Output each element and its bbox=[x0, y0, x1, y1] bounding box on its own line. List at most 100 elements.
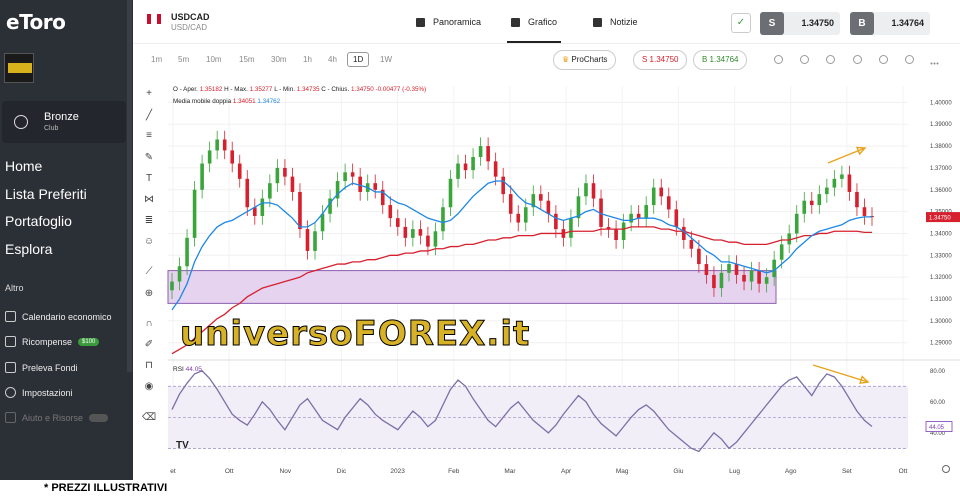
timeframe-5m[interactable]: 5m bbox=[178, 55, 190, 64]
chart-settings-icon bbox=[942, 465, 950, 473]
candle-body bbox=[614, 229, 618, 241]
timeframe-30m[interactable]: 30m bbox=[271, 55, 287, 64]
zoom-tool-icon[interactable]: ⊕ bbox=[144, 288, 154, 299]
timeframe-1m[interactable]: 1m bbox=[151, 55, 163, 64]
timeframe-4h[interactable]: 4h bbox=[328, 55, 337, 64]
lock-icon[interactable]: ⊓ bbox=[145, 360, 153, 371]
watchlist-check-button[interactable]: ✓ bbox=[731, 13, 751, 33]
magnet-tool-icon[interactable]: ∩ bbox=[145, 318, 153, 329]
sub-item-help[interactable]: Aiuto e Risorse new bbox=[5, 412, 109, 423]
price-axis-label: 1.39000 bbox=[930, 122, 952, 128]
news-icon bbox=[593, 17, 602, 27]
candle-body bbox=[185, 237, 189, 267]
lock-drawing-icon[interactable]: ✐ bbox=[144, 339, 154, 350]
horizontal-lines-tool-icon[interactable]: ≡ bbox=[146, 130, 152, 141]
candle-body bbox=[215, 139, 219, 151]
avatar[interactable] bbox=[4, 53, 34, 83]
fib-tool-icon[interactable]: ≣ bbox=[144, 215, 154, 226]
sub-label: Calendario economico bbox=[22, 311, 112, 322]
price-axis-label: 1.33000 bbox=[930, 253, 952, 259]
ruler-tool-icon[interactable]: ⟋ bbox=[145, 266, 153, 277]
share-icon[interactable] bbox=[905, 55, 914, 64]
etoro-logo[interactable]: eToro bbox=[6, 10, 66, 34]
price-divergence-arrow-head bbox=[855, 146, 867, 156]
candle-body bbox=[749, 270, 754, 282]
price-axis-label: 1.32000 bbox=[930, 275, 952, 281]
visibility-icon[interactable]: ◉ bbox=[144, 381, 154, 392]
sub-item-withdraw[interactable]: Preleva Fondi bbox=[5, 362, 78, 373]
indicator-icon[interactable] bbox=[800, 55, 809, 64]
trendline-tool-icon[interactable]: ╱ bbox=[145, 110, 153, 121]
text-tool-icon[interactable]: T bbox=[145, 173, 153, 184]
candle-body bbox=[629, 213, 633, 223]
club-name: Bronze bbox=[44, 111, 79, 123]
sell-button[interactable]: S 1.34750 bbox=[633, 50, 688, 70]
candle-body bbox=[222, 139, 227, 151]
candle-body bbox=[471, 156, 475, 171]
time-axis-label: Mag bbox=[616, 468, 629, 475]
nav-watchlist[interactable]: Lista Preferiti bbox=[5, 186, 87, 202]
add-icon[interactable] bbox=[879, 55, 888, 64]
club-card[interactable]: Bronze Club bbox=[2, 101, 126, 143]
open-value: 1.35182 bbox=[199, 86, 223, 93]
timeframe-1d[interactable]: 1D bbox=[347, 52, 370, 67]
crosshair-tool-icon[interactable]: + bbox=[146, 88, 152, 99]
trash-icon[interactable]: ⌫ bbox=[142, 412, 157, 423]
brush-tool-icon[interactable]: ✎ bbox=[144, 152, 154, 163]
tab-chart[interactable]: Grafico bbox=[506, 17, 562, 43]
club-icon bbox=[14, 115, 28, 129]
timeframe-15m[interactable]: 15m bbox=[239, 55, 255, 64]
pattern-tool-icon[interactable]: ⋈ bbox=[144, 194, 154, 205]
timeframe-1h[interactable]: 1h bbox=[303, 55, 312, 64]
price-chart[interactable]: et Ott Nov Dic 2023 Feb Mar Apr Mag Giu Lug Ago Set O… bbox=[163, 78, 960, 480]
crown-icon: ♛ bbox=[562, 55, 570, 64]
nav-explore[interactable]: Esplora bbox=[5, 241, 53, 257]
watermark: universoFOREX.it bbox=[179, 314, 531, 355]
candle-body bbox=[599, 198, 603, 227]
buy-price-box[interactable]: B 1.34764 bbox=[850, 12, 930, 35]
sub-item-rewards[interactable]: Ricompense $100 bbox=[5, 336, 100, 347]
price-axis-label: 1.40000 bbox=[930, 100, 952, 106]
emoji-tool-icon[interactable]: ☺ bbox=[143, 236, 155, 247]
candle-body bbox=[207, 150, 212, 164]
candle-body bbox=[373, 183, 378, 190]
candle-body bbox=[712, 274, 716, 289]
settings-icon[interactable] bbox=[826, 55, 835, 64]
timeframe-10m[interactable]: 10m bbox=[206, 55, 222, 64]
compare-icon[interactable] bbox=[774, 55, 783, 64]
nav-portfolio[interactable]: Portafoglio bbox=[5, 213, 72, 229]
timeframe-1w[interactable]: 1W bbox=[380, 55, 392, 64]
change-value: -0.00477 (-0.35%) bbox=[375, 86, 427, 93]
candle-body bbox=[606, 226, 611, 230]
candle-body bbox=[787, 233, 792, 245]
price-axis-label: 1.29000 bbox=[930, 341, 952, 347]
sub-item-calendar[interactable]: Calendario economico bbox=[5, 311, 112, 322]
buy-price: 1.34764 bbox=[891, 18, 924, 28]
candle-body bbox=[290, 176, 295, 192]
buy-button[interactable]: B 1.34764 bbox=[693, 50, 748, 70]
candle-body bbox=[742, 274, 746, 282]
tab-overview[interactable]: Panoramica bbox=[416, 17, 481, 27]
instrument-header: USDCAD USD/CAD Panoramica Grafico Notizi… bbox=[133, 0, 960, 44]
sidebar-scrollbar[interactable] bbox=[127, 0, 132, 372]
ma-slow-value: 1.34051 bbox=[232, 98, 256, 105]
candle-body bbox=[245, 178, 250, 208]
candle-body bbox=[825, 187, 829, 195]
candle-body bbox=[644, 205, 648, 219]
tab-news[interactable]: Notizie bbox=[593, 17, 638, 27]
low-label: L - Min. bbox=[274, 86, 295, 93]
price-axis-label: 1.36000 bbox=[930, 188, 952, 194]
prochart-button[interactable]: ♛ ProCharts bbox=[553, 50, 617, 70]
more-icon[interactable] bbox=[930, 55, 939, 65]
sell-price-box[interactable]: S 1.34750 bbox=[760, 12, 840, 35]
reset-icon[interactable] bbox=[853, 55, 862, 64]
sub-item-settings[interactable]: Impostazioni bbox=[5, 387, 73, 398]
candle-body bbox=[832, 178, 837, 188]
candle-body bbox=[862, 207, 867, 216]
candle-body bbox=[666, 196, 671, 210]
candle-body bbox=[516, 213, 521, 223]
nav-home[interactable]: Home bbox=[5, 158, 43, 174]
time-axis-label: Mar bbox=[504, 468, 516, 475]
candle-body bbox=[847, 174, 852, 192]
instrument-pair: USD/CAD bbox=[171, 23, 208, 32]
